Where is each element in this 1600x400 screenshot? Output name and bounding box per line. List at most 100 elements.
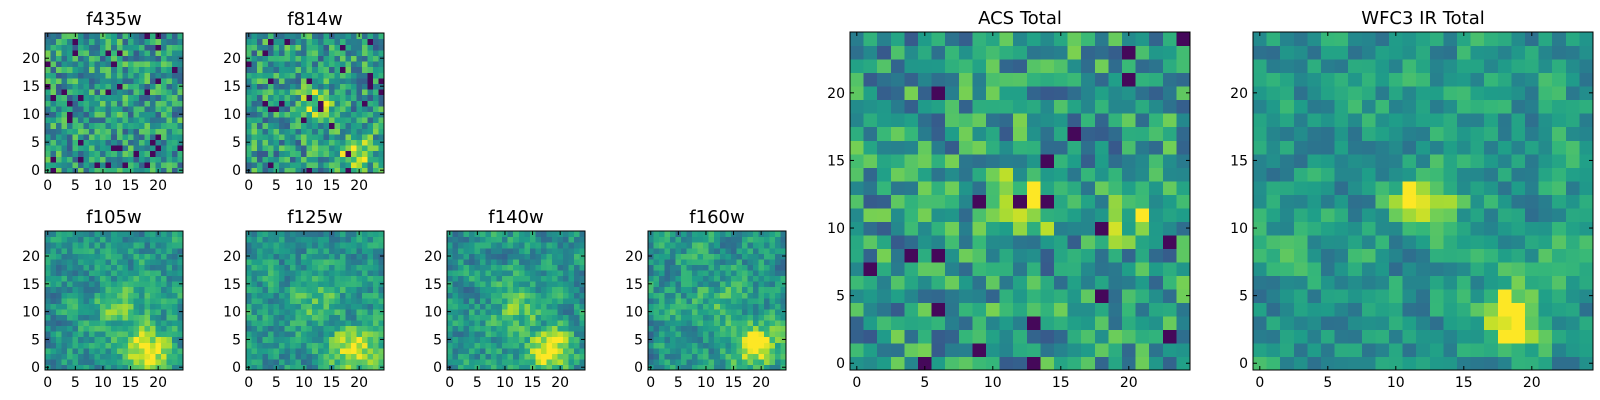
heatmap-cell — [72, 269, 79, 277]
heatmap-cell — [155, 156, 162, 163]
heatmap-cell — [675, 253, 682, 260]
heatmap-cell — [890, 86, 905, 101]
heatmap-cell — [1026, 356, 1041, 371]
heatmap-cell — [67, 269, 74, 277]
heatmap-cell — [361, 236, 369, 243]
heatmap-cell — [306, 44, 313, 51]
heatmap-cell — [931, 288, 946, 303]
heatmap-cell — [262, 122, 269, 129]
heatmap-cell — [562, 297, 570, 304]
heatmap-cell — [1054, 275, 1069, 290]
heatmap-cell — [312, 139, 319, 146]
heatmap-cell — [177, 122, 184, 129]
heatmap-cell — [1375, 315, 1390, 331]
heatmap-cell — [279, 83, 286, 90]
heatmap-cell — [562, 364, 570, 371]
heatmap-cell — [133, 319, 140, 327]
heatmap-cell — [94, 308, 101, 315]
heatmap-cell — [1525, 167, 1540, 182]
heatmap-cell — [904, 59, 919, 74]
heatmap-cell — [111, 292, 118, 299]
heatmap-cell — [138, 122, 145, 129]
heatmap-cell — [356, 72, 363, 79]
heatmap-cell — [491, 292, 498, 299]
heatmap-cell — [557, 325, 564, 332]
heatmap-cell — [372, 331, 380, 338]
heatmap-cell — [774, 347, 782, 354]
heatmap-cell — [127, 55, 134, 62]
heatmap-cell — [972, 32, 987, 47]
heatmap-cell — [1149, 180, 1164, 195]
heatmap-cell — [251, 33, 258, 40]
heatmap-cell — [1054, 180, 1069, 195]
heatmap-cell — [958, 288, 973, 303]
heatmap-cell — [251, 111, 258, 118]
heatmap-cell — [155, 122, 162, 129]
heatmap-cell — [769, 264, 776, 271]
heatmap-cell — [301, 269, 308, 277]
heatmap-cell — [56, 308, 63, 315]
heatmap-cell — [166, 44, 173, 51]
heatmap-cell — [268, 325, 275, 332]
heatmap-cell — [356, 139, 363, 146]
heatmap-cell — [144, 275, 151, 282]
heatmap-cell — [904, 329, 919, 344]
heatmap-cell — [284, 122, 291, 129]
heatmap-cell — [653, 342, 660, 349]
heatmap-cell — [339, 117, 346, 124]
heatmap-cell — [345, 72, 352, 79]
heatmap-cell — [317, 38, 324, 45]
heatmap-cell — [1443, 342, 1458, 358]
heatmap-cell — [251, 105, 258, 112]
heatmap-cell — [251, 49, 258, 56]
heatmap-cell — [958, 126, 973, 141]
heatmap-cell — [105, 347, 112, 354]
heatmap-cell — [345, 325, 352, 332]
heatmap-cell — [1054, 45, 1069, 60]
heatmap-cell — [972, 288, 987, 303]
heatmap-cell — [166, 297, 173, 304]
heatmap-cell — [94, 55, 101, 62]
heatmap-cell — [999, 194, 1014, 209]
heatmap-cell — [317, 286, 324, 293]
heatmap-cell — [573, 342, 581, 349]
heatmap-cell — [774, 319, 782, 327]
heatmap-cell — [301, 94, 308, 101]
heatmap-cell — [986, 329, 1001, 344]
heatmap-cell — [166, 128, 173, 135]
heatmap-cell — [877, 72, 892, 87]
heatmap-cell — [111, 161, 118, 168]
heatmap-cell — [1094, 45, 1109, 60]
heatmap-cell — [670, 258, 677, 265]
heatmap-cell — [480, 342, 487, 349]
heatmap-cell — [334, 269, 341, 277]
heatmap-cell — [469, 308, 476, 315]
heatmap-cell — [312, 342, 319, 349]
heatmap-cell — [491, 331, 498, 338]
heatmap-cell — [262, 94, 269, 101]
heatmap-cell — [61, 77, 68, 84]
heatmap-cell — [474, 236, 481, 243]
heatmap-cell — [1321, 180, 1336, 195]
heatmap-cell — [763, 242, 771, 249]
heatmap-cell — [105, 353, 112, 360]
heatmap-cell — [850, 275, 865, 290]
heatmap-cell — [122, 100, 129, 107]
heatmap-cell — [144, 139, 151, 146]
heatmap-cell — [659, 258, 666, 265]
heatmap-cell — [127, 49, 134, 56]
heatmap-cell — [546, 319, 553, 327]
heatmap-cell — [725, 275, 732, 282]
heatmap-cell — [166, 231, 173, 238]
heatmap-cell — [89, 231, 96, 238]
heatmap-cell — [61, 139, 68, 146]
heatmap-cell — [61, 319, 68, 327]
heatmap-cell — [1040, 194, 1055, 209]
heatmap-cell — [149, 269, 156, 277]
heatmap-cell — [138, 336, 145, 343]
heatmap-cell — [246, 236, 253, 243]
heatmap-cell — [312, 38, 319, 45]
heatmap-cell — [105, 38, 112, 45]
heatmap-cell — [323, 100, 330, 107]
heatmap-cell — [144, 308, 151, 315]
